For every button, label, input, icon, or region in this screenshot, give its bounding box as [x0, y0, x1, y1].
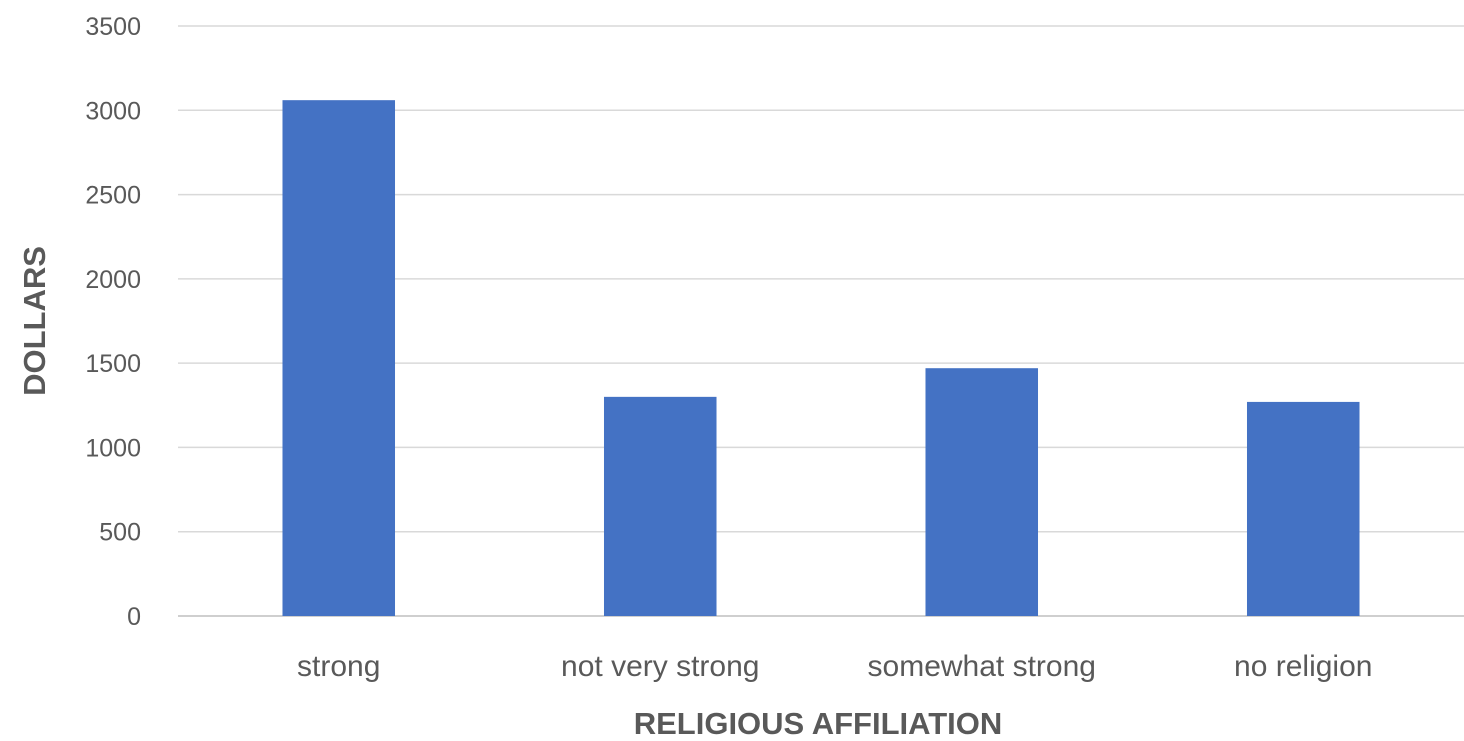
y-tick-label: 2000	[85, 266, 141, 294]
y-axis-title: DOLLARS	[17, 246, 52, 396]
y-axis-ticks: 0 500 1000 1500 2000 2500 3000 3500	[85, 13, 141, 631]
y-tick-label: 3500	[85, 13, 141, 41]
y-tick-label: 0	[127, 603, 141, 631]
x-category-label: strong	[297, 650, 380, 683]
y-tick-label: 2500	[85, 182, 141, 210]
bars	[282, 100, 1360, 616]
x-category-label: somewhat strong	[868, 650, 1096, 683]
bar-no-religion	[1246, 401, 1360, 616]
bar-strong	[282, 100, 396, 616]
bar-not-very-strong	[603, 396, 717, 616]
x-category-label: no religion	[1234, 650, 1372, 683]
x-category-label: not very strong	[561, 650, 759, 683]
x-axis-categories: strong not very strong somewhat strong no r…	[297, 650, 1372, 683]
y-tick-label: 1500	[85, 350, 141, 378]
bar-somewhat-strong	[925, 368, 1039, 616]
y-tick-label: 1000	[85, 434, 141, 462]
y-tick-label: 3000	[85, 97, 141, 125]
x-axis-title: RELIGIOUS AFFILIATION	[634, 706, 1003, 741]
y-tick-label: 500	[99, 519, 141, 547]
